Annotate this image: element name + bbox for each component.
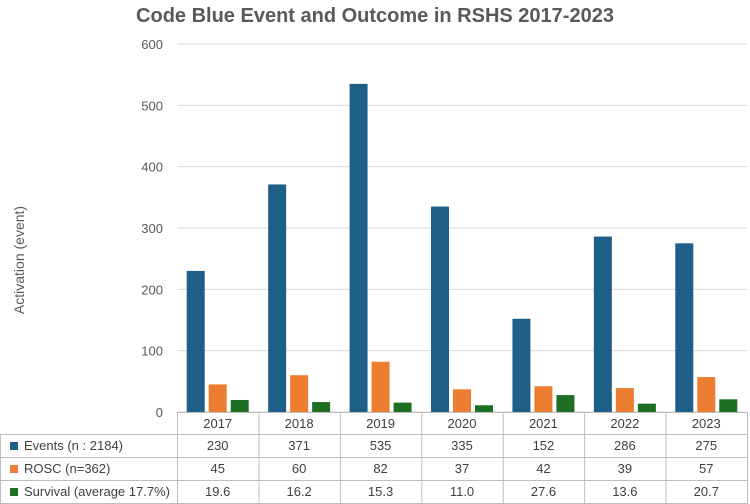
- x-tick-label: 2021: [528, 416, 558, 431]
- data-label: 230: [206, 438, 229, 453]
- legend-entry: Events (n : 2184): [10, 438, 123, 453]
- bar-survival: [637, 403, 656, 412]
- bar-rosc: [290, 375, 309, 412]
- bar-survival: [312, 402, 331, 412]
- data-label: 13.6: [612, 484, 638, 499]
- data-label: 57: [699, 461, 714, 476]
- y-tick-label: 300: [141, 221, 163, 236]
- data-label: 15.3: [367, 484, 394, 499]
- bar-events: [675, 243, 694, 412]
- data-label: 11.0: [449, 484, 475, 499]
- bar-events: [593, 236, 612, 412]
- y-tick-label: 100: [141, 344, 163, 359]
- bar-survival: [393, 402, 412, 412]
- bar-rosc: [534, 386, 553, 412]
- bar-events: [268, 184, 287, 412]
- data-label: 286: [613, 438, 636, 453]
- data-label: 16.2: [286, 484, 312, 499]
- legend-label: Events (n : 2184): [24, 438, 123, 453]
- data-label: 45: [210, 461, 225, 476]
- x-tick-label: 2022: [610, 416, 640, 431]
- legend-entry: ROSC (n=362): [10, 461, 110, 476]
- y-tick-label: 0: [156, 405, 163, 420]
- data-label: 152: [532, 438, 555, 453]
- bar-rosc: [615, 388, 634, 412]
- legend-label: Survival (average 17.7%): [24, 484, 170, 499]
- legend-swatch: [10, 442, 18, 450]
- data-table: 2017 2018 2019 2020 2021 2022 2023 Events (n : …: [0, 412, 750, 504]
- bar-rosc: [371, 361, 390, 412]
- bar-events: [512, 318, 531, 412]
- data-label: 371: [288, 438, 310, 453]
- legend-swatch: [10, 488, 18, 496]
- chart-title: Code Blue Event and Outcome in RSHS 2017…: [136, 5, 614, 27]
- data-label: 39: [617, 461, 633, 476]
- x-tick-label: 2018: [284, 416, 314, 431]
- bar-survival: [719, 399, 738, 412]
- bar-rosc: [208, 384, 227, 412]
- data-label: 60: [291, 461, 307, 476]
- data-label: 275: [695, 438, 718, 453]
- data-label: 20.7: [693, 484, 719, 499]
- legend-label: ROSC (n=362): [24, 461, 111, 476]
- bar-survival: [475, 405, 493, 412]
- y-tick-label: 200: [141, 282, 163, 297]
- x-tick-label: 2020: [447, 416, 477, 431]
- bar-survival: [556, 395, 575, 412]
- data-label: 42: [536, 461, 551, 476]
- bar-events: [431, 206, 449, 412]
- bar-events: [349, 83, 368, 412]
- data-label: 82: [373, 461, 388, 476]
- y-tick-label: 600: [141, 37, 163, 52]
- data-label: 335: [451, 438, 473, 453]
- data-label: 535: [369, 438, 392, 453]
- legend-entry: Survival (average 17.7%): [10, 484, 170, 499]
- bar-survival: [230, 399, 249, 412]
- bar-rosc: [697, 377, 716, 412]
- x-tick-label: 2023: [691, 416, 721, 431]
- data-label: 37: [454, 461, 470, 476]
- y-tick-label: 400: [141, 160, 163, 175]
- bar-events: [186, 270, 205, 412]
- data-label: 19.6: [205, 484, 231, 499]
- y-tick-label: 500: [141, 98, 163, 113]
- legend-swatch: [10, 465, 18, 473]
- bar-rosc: [453, 389, 471, 412]
- data-label: 27.6: [530, 484, 557, 499]
- x-tick-label: 2019: [366, 416, 396, 431]
- x-tick-label: 2017: [203, 416, 233, 431]
